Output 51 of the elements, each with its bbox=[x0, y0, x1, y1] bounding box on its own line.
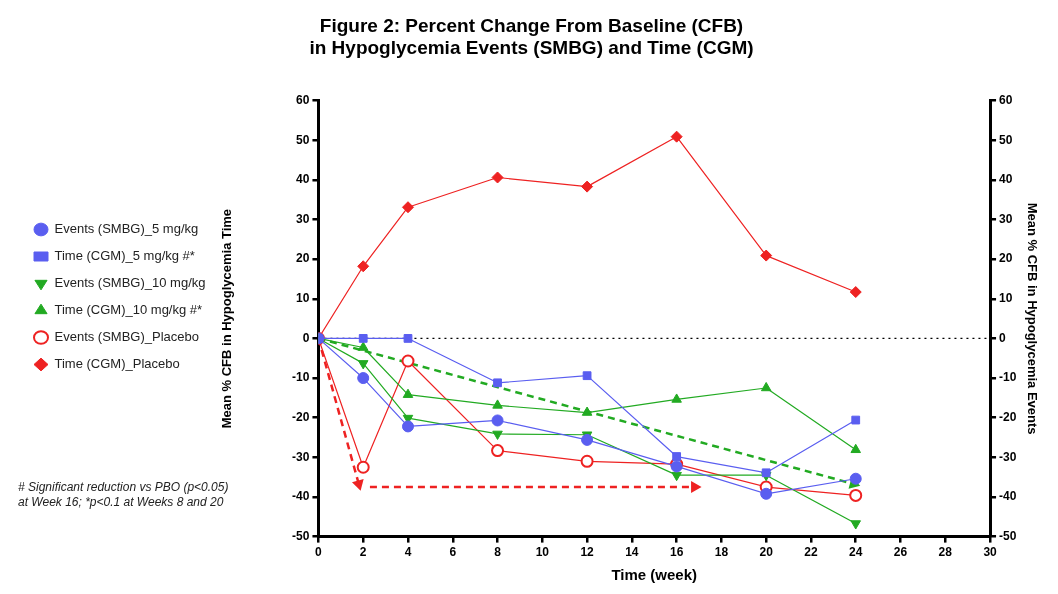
x-axis-title: Time (week) bbox=[611, 566, 698, 584]
legend-label: Events (SMBG)_10 mg/kg bbox=[54, 275, 206, 291]
x-tick-label: 20 bbox=[759, 545, 774, 560]
x-tick-label: 22 bbox=[804, 545, 818, 560]
text: # Significant reduction vs PBO (p<0.05) at Week 16; *p<0.1 at Weeks 8 and 20 bbox=[18, 480, 229, 510]
y2-tick-label: 40 bbox=[999, 172, 1013, 187]
x-tick-label: 28 bbox=[938, 545, 953, 560]
x-tick-label: 4 bbox=[404, 545, 412, 560]
x-tick-label: 2 bbox=[359, 545, 367, 560]
y2-tick-label: 30 bbox=[999, 211, 1013, 226]
legend-label: Time (CGM)_10 mg/kg #* bbox=[54, 302, 203, 318]
y2-tick-label: 60 bbox=[999, 92, 1013, 107]
x-tick-label: 12 bbox=[580, 545, 595, 560]
x-tick-label: 18 bbox=[714, 545, 729, 560]
x-tick-label: 14 bbox=[625, 545, 639, 560]
y2-tick-label: -30 bbox=[999, 449, 1017, 464]
y-tick-label: -30 bbox=[292, 449, 310, 464]
legend-label: Time (CGM)_Placebo bbox=[54, 356, 180, 372]
x-tick-label: 10 bbox=[535, 545, 550, 560]
y-tick-label: 50 bbox=[296, 132, 310, 147]
y-tick-label: -50 bbox=[292, 528, 310, 543]
y2-tick-label: 20 bbox=[999, 251, 1013, 266]
x-tick-label: 0 bbox=[315, 545, 323, 560]
y-tick-label: 30 bbox=[296, 211, 310, 226]
y-tick-label: -40 bbox=[292, 489, 310, 504]
y2-tick-label: 0 bbox=[999, 330, 1007, 345]
y2-tick-label: 10 bbox=[999, 291, 1013, 306]
y-tick-label: 60 bbox=[296, 92, 310, 107]
y-tick-label: -10 bbox=[292, 370, 310, 385]
y-axis-title: Mean % CFB in Hypoglycemia Time bbox=[218, 208, 234, 429]
y2-tick-label: -20 bbox=[999, 410, 1017, 424]
y-tick-label: 0 bbox=[302, 330, 310, 345]
y2-tick-label: -50 bbox=[999, 528, 1017, 543]
y-tick-label: 20 bbox=[296, 251, 310, 266]
x-tick-label: 8 bbox=[494, 545, 502, 560]
x-tick-label: 30 bbox=[983, 545, 998, 560]
legend-label: Time (CGM)_5 mg/kg #* bbox=[54, 248, 195, 264]
y-tick-label: -20 bbox=[292, 410, 310, 424]
legend-label: Events (SMBG)_5 mg/kg bbox=[54, 221, 199, 237]
y-tick-label: 10 bbox=[296, 291, 310, 306]
x-tick-label: 24 bbox=[849, 545, 863, 560]
x-tick-label: 16 bbox=[669, 545, 684, 560]
y2-axis-title: Mean % CFB in Hypoglycemia Events bbox=[1024, 202, 1040, 435]
legend-label: Events (SMBG)_Placebo bbox=[54, 329, 200, 345]
y2-tick-label: -10 bbox=[999, 370, 1017, 385]
y2-tick-label: 50 bbox=[999, 132, 1013, 147]
y2-tick-label: -40 bbox=[999, 489, 1017, 504]
y-tick-label: 40 bbox=[296, 172, 310, 187]
x-tick-label: 26 bbox=[893, 545, 908, 560]
x-tick-label: 6 bbox=[449, 545, 457, 560]
chart-title: Figure 2: Percent Change From Baseline (CFB) in Hypoglycemia Events (SMBG) and Time (CGM) bbox=[309, 14, 754, 59]
